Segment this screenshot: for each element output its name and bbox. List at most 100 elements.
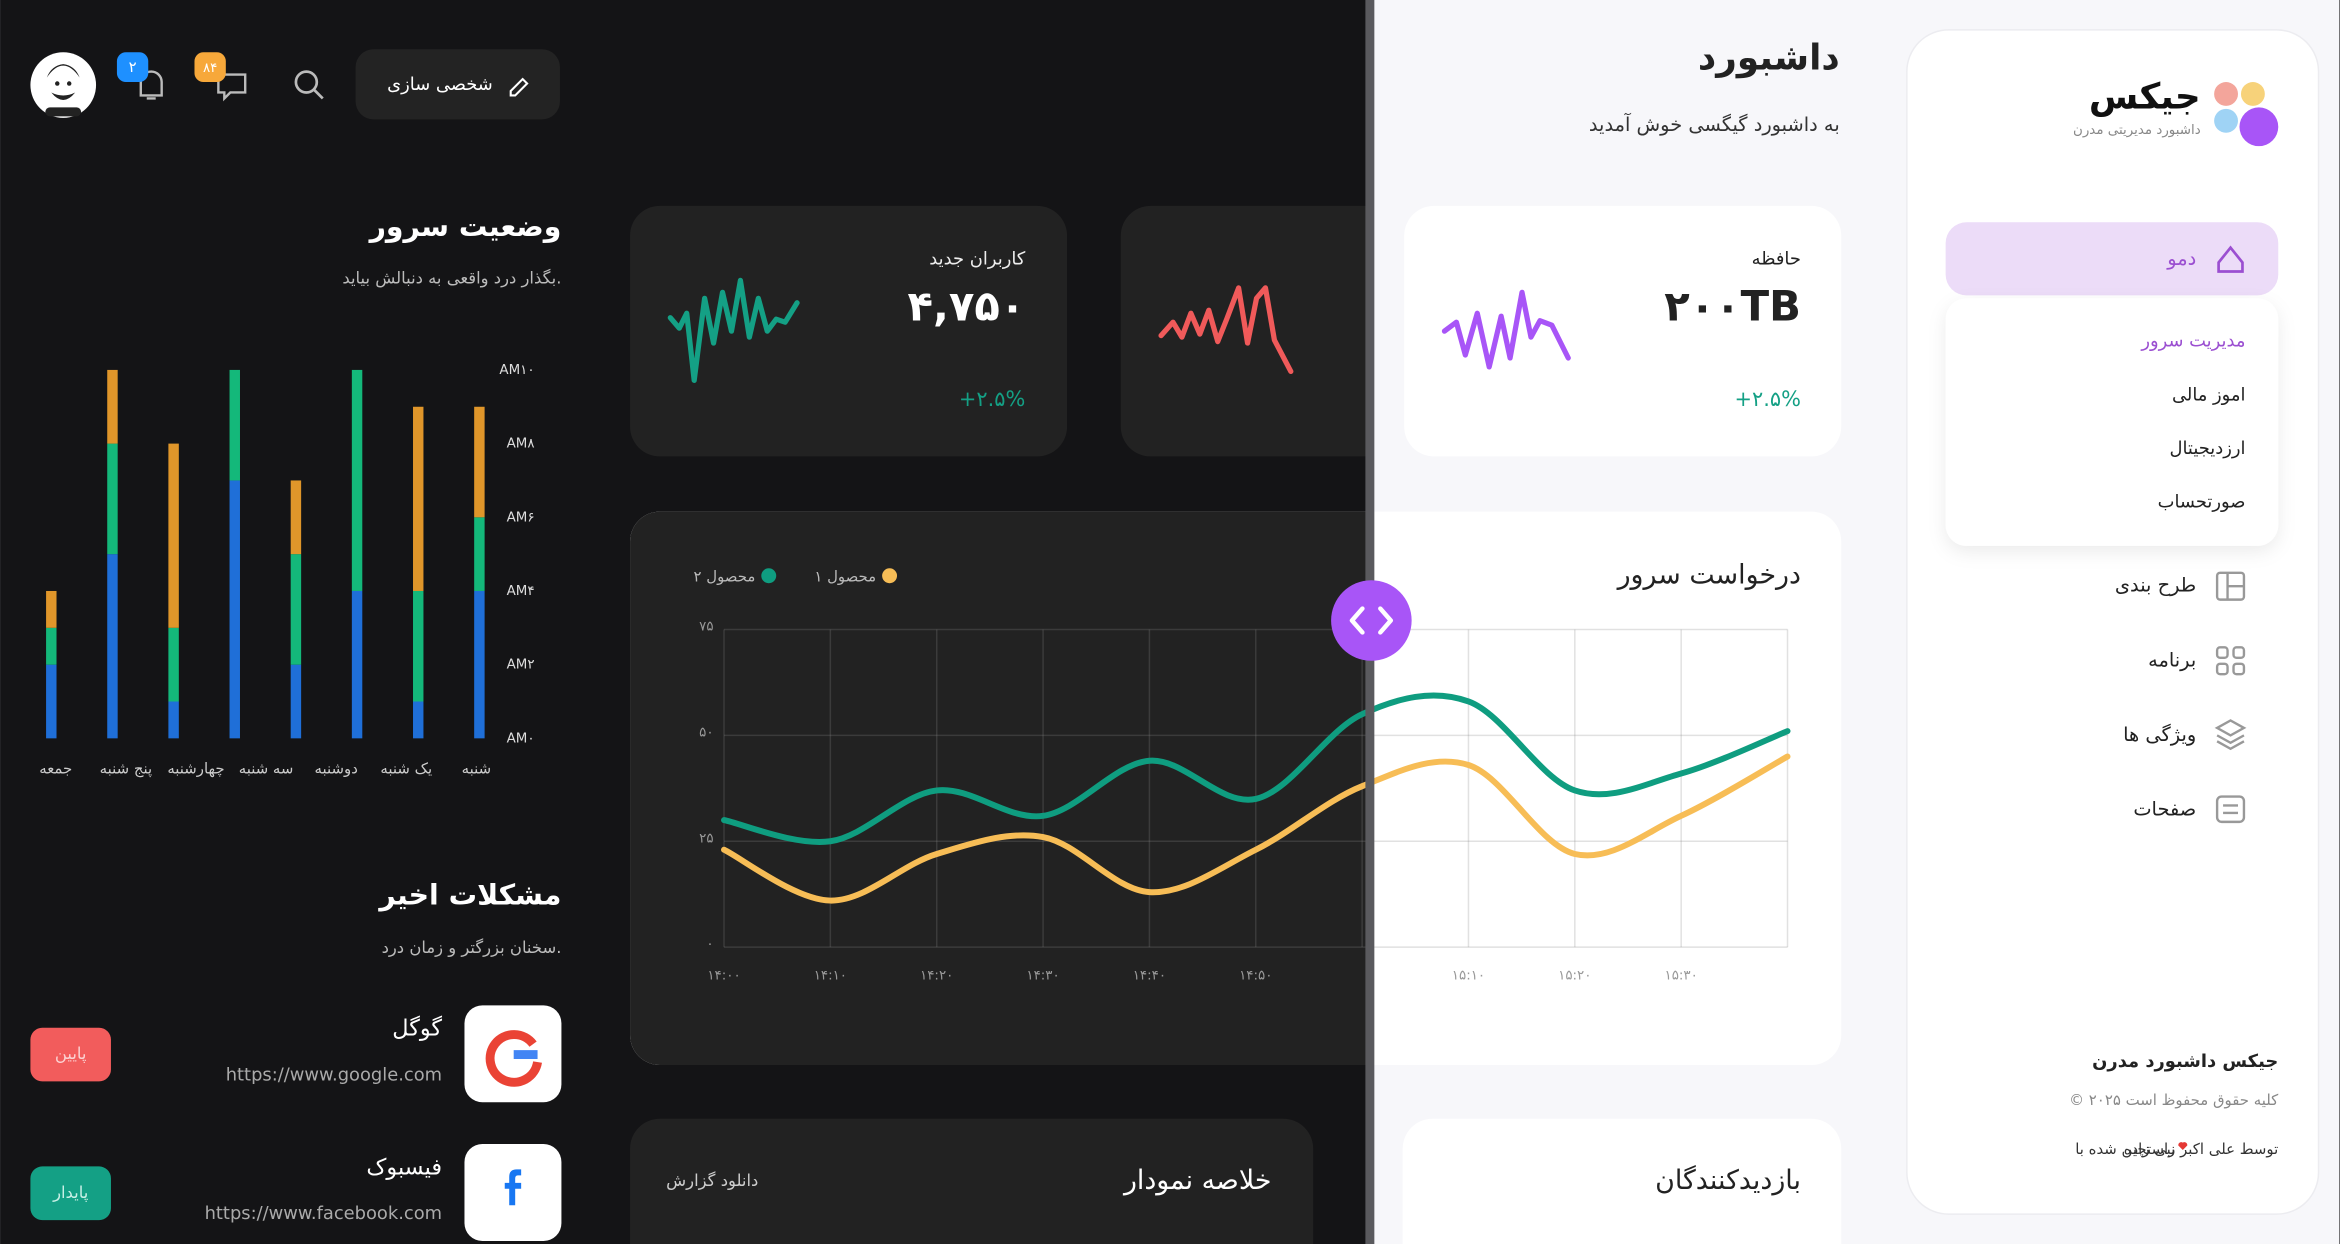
stat-card [1404,205,1842,457]
copyright: © ۲۰۲۵ کلیه حقوق محفوظ است [2069,1091,2279,1109]
y-tick-label: AM۸ [507,437,535,452]
status-label: پایین [55,1044,87,1064]
x-tick-label: سه شنبه [239,760,294,778]
logo-dot [2240,82,2265,106]
bar-segment [290,664,302,739]
sidebar [1906,29,2320,1215]
customize-label[interactable]: شخصی سازی [387,74,493,95]
line-chart: ۰ ۲۵ ۵۰ ۷۵ ۱۴:۰۰ ۱۴:۱۰ ۱۴:۲۰ ۱۴:۳۰ ۱۴:۴۰ ۱۴:۵۰ ۱۵:… [694,567,1791,984]
x-tick-label: ۱۵:۱۰ [1452,969,1485,984]
menu-item-active[interactable] [1945,222,2279,296]
line-series [721,692,1791,845]
y-tick-label: AM۱۰ [499,363,534,378]
layout-icon [2215,571,2246,601]
handle-arrows [1349,606,1393,635]
y-tick-label: AM۶ [507,510,535,525]
submenu-item[interactable]: مدیریت سرور [2140,331,2245,352]
bar-segment [351,369,363,591]
heart-icon [2178,1142,2188,1151]
x-tick-label: ۱۴:۰۰ [707,969,740,984]
logo [2214,82,2279,147]
card-title: خلاصه نمودار [1122,1165,1271,1196]
x-tick-label: یک شنبه [380,760,432,778]
bar-segment [168,701,179,739]
x-tick-label: پنج شنبه [100,760,152,778]
bar-segment [46,664,57,739]
bar-segment [168,627,179,702]
submenu [1945,298,2279,546]
section-title: وضعیت سرور [368,210,562,243]
line-series [721,753,1791,904]
section-subtitle: بگذار درد واقعی به دنبالش بیاید. [342,268,561,288]
bar-segment [229,480,240,739]
compare-handle[interactable] [1331,580,1412,661]
section-title: مشکلات اخیر [377,878,561,911]
brand-tagline: داشبورد مدیریتی مدرن [2073,123,2201,138]
y-tick-label: ۰ [706,937,713,952]
issue-name: گوگل [392,1015,442,1042]
notification-badge [116,52,149,83]
x-tick-label: ۱۴:۲۰ [920,969,953,984]
bar-segment [413,701,424,739]
stat-value: ۴,۷۵۰ [908,281,1026,330]
footer-title: جیکس داشبورد مدرن [2092,1051,2278,1072]
page-subtitle: به داشبورد گیگسی خوش آمدید [1589,112,1840,136]
x-tick-label: ۱۴:۴۰ [1133,969,1166,984]
menu-label[interactable]: صفحات [2133,797,2196,820]
bar-segment [413,590,424,702]
avatar[interactable] [30,52,97,118]
status-label: پایدار [52,1183,88,1203]
download-link[interactable]: دانلود گزارش [666,1171,758,1191]
issue-url[interactable]: https://www.google.com [226,1064,442,1085]
bar-segment [46,627,57,665]
search-icon[interactable] [294,70,324,100]
stat-label: حافظه [1752,249,1801,270]
chat-icon[interactable] [217,73,247,102]
pencil-icon [509,77,529,97]
card-title: بازدیدکنندگان [1655,1164,1801,1196]
submenu-item[interactable]: صورتحساب [2158,492,2246,513]
home-icon [2217,245,2244,273]
avatar-face [45,64,82,117]
bar-segment [168,443,179,628]
x-tick-label: چهارشنبه [167,760,224,778]
menu-label[interactable]: دمو [2166,247,2196,270]
bar-segment [46,590,57,628]
y-tick-label: ۵۰ [699,725,713,740]
bar-segment [290,480,302,555]
sparkline [1441,289,1571,370]
submenu-item[interactable]: اموز مالی [2172,384,2245,405]
facebook-logo [504,1169,522,1206]
legend-label: محصول ۲ [694,567,756,585]
menu-label[interactable]: ویژگی ها [2123,723,2196,746]
bar-segment [107,554,118,739]
pages-icon [2215,795,2246,824]
legend-swatch [882,568,898,584]
brand: جیکس [2089,76,2201,117]
menu-label[interactable]: برنامه [2148,648,2196,671]
submenu-item[interactable]: ارزدیجیتال [2170,438,2246,459]
customize-button[interactable] [355,49,560,120]
issue-url[interactable]: https://www.facebook.com [205,1203,442,1224]
sparkline [1158,285,1294,375]
bar-segment [107,369,118,444]
menu-label[interactable]: طرح بندی [2115,574,2196,597]
apps-icon [2215,646,2246,676]
x-tick-label: شنبه [462,760,491,778]
sparkline [667,277,800,383]
credit: راستچین شده با [2075,1140,2175,1158]
stat-change: +۲.۵% [1735,387,1801,411]
notification-count: ۲ [129,58,137,76]
bar-segment [474,590,485,739]
bar-segment [413,406,424,591]
bar-segment [290,554,302,665]
status-badge [30,1166,111,1221]
legend-swatch [761,568,777,584]
logo-dot [2239,107,2279,147]
bar-segment [474,517,485,591]
credit: توسط علی اکبر نبی زاده [2124,1140,2279,1158]
stat-value: ۲۰۰TB [1664,281,1801,330]
x-tick-label: ۱۴:۱۰ [814,969,847,984]
summary-card [630,1118,1314,1244]
google-logo [485,1030,542,1087]
